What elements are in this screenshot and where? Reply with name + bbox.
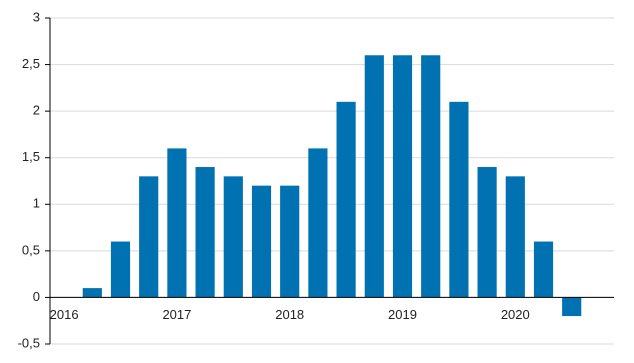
x-tick-label: 2017 xyxy=(162,307,191,322)
bar xyxy=(251,185,272,298)
y-tick-label: 2,5 xyxy=(22,56,40,71)
y-tick-label: 3 xyxy=(33,9,40,24)
x-tick-label: 2019 xyxy=(388,307,417,322)
bar xyxy=(223,176,243,298)
bar xyxy=(505,176,525,298)
bar xyxy=(110,241,131,298)
x-tick-label: 2020 xyxy=(501,307,530,322)
bar xyxy=(562,297,582,317)
bar xyxy=(139,176,159,298)
bar xyxy=(392,55,413,298)
bar xyxy=(167,148,187,298)
y-tick-label: 2 xyxy=(33,103,40,118)
bar xyxy=(421,55,441,298)
bar xyxy=(82,288,102,298)
x-tick-label: 2018 xyxy=(275,307,304,322)
bar xyxy=(308,148,328,298)
x-tick-label: 2016 xyxy=(50,307,79,322)
bar xyxy=(364,55,384,298)
bar xyxy=(477,167,497,298)
y-tick-label: 1 xyxy=(33,196,40,211)
y-tick-label: 1,5 xyxy=(22,149,40,164)
bar xyxy=(533,241,554,298)
y-tick-label: 0 xyxy=(33,289,40,304)
y-tick-label: -0,5 xyxy=(18,335,40,350)
bar xyxy=(449,101,469,298)
y-tick-label: 0,5 xyxy=(22,242,40,257)
bar xyxy=(195,167,215,298)
bar xyxy=(280,185,300,298)
bar xyxy=(336,101,356,298)
